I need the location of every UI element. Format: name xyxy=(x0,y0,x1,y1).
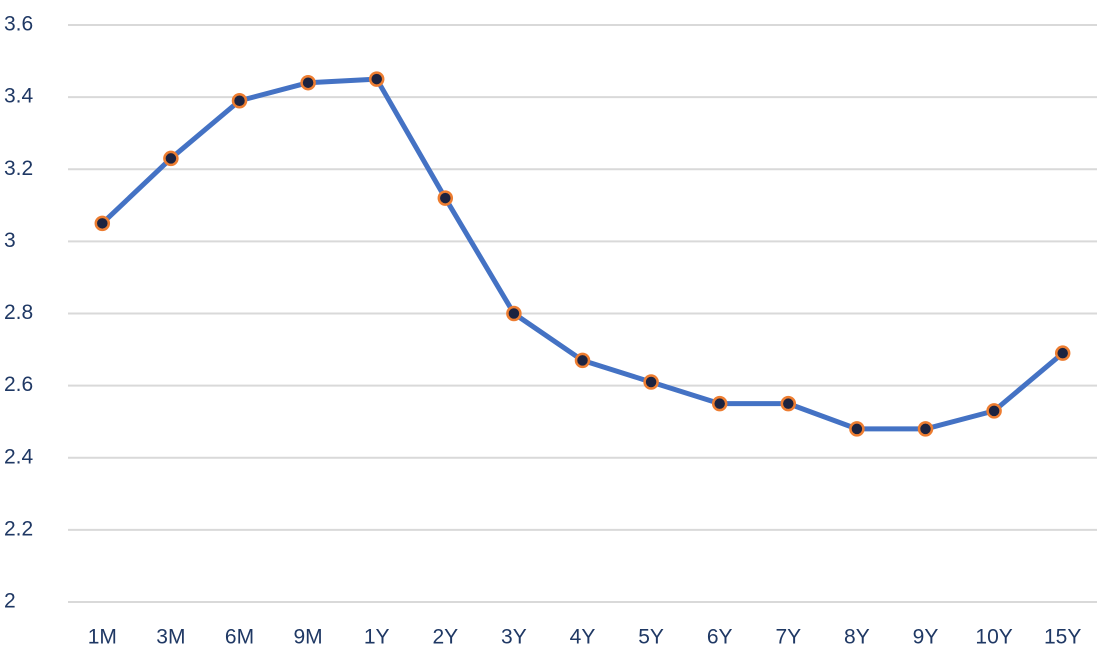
y-tick-label: 2.2 xyxy=(4,517,33,540)
marker xyxy=(643,374,659,390)
y-tick-label: 3.4 xyxy=(4,85,34,108)
marker xyxy=(506,305,522,322)
marker xyxy=(780,395,797,412)
x-tick-label: 1Y xyxy=(364,626,390,649)
x-tick-label: 4Y xyxy=(570,626,596,649)
x-tick-label: 6M xyxy=(225,626,254,649)
y-tick-label: 3.6 xyxy=(4,13,33,36)
marker xyxy=(574,352,591,369)
marker xyxy=(917,421,934,437)
line xyxy=(100,76,1065,432)
marker xyxy=(1054,345,1071,361)
marker xyxy=(231,92,248,109)
marker xyxy=(163,150,179,167)
y-tick-label: 2 xyxy=(4,590,16,613)
x-tick-label: 5Y xyxy=(638,626,664,649)
y-tick-label: 2.4 xyxy=(4,445,34,468)
marker xyxy=(849,421,865,437)
x-tick-label: 1M xyxy=(88,626,117,649)
marker xyxy=(94,215,111,232)
marker xyxy=(711,395,728,412)
y-tick-label: 3 xyxy=(4,229,16,252)
x-tick-label: 9M xyxy=(294,626,323,649)
marker xyxy=(300,74,316,91)
marker xyxy=(437,190,454,206)
x-tick-label: 2Y xyxy=(432,626,458,649)
y-tick-label: 2.8 xyxy=(4,301,33,324)
marker xyxy=(986,403,1002,419)
y-tick-label: 3.2 xyxy=(4,157,33,180)
x-tick-label: 3M xyxy=(156,626,185,649)
x-tick-label: 10Y xyxy=(975,626,1012,649)
x-tick-label: 8Y xyxy=(844,626,870,649)
x-tick-label: 6Y xyxy=(707,626,733,649)
x-tick-label: 3Y xyxy=(501,626,527,649)
marker xyxy=(368,71,385,87)
y-tick-label: 2.6 xyxy=(4,373,33,396)
x-tick-label: 15Y xyxy=(1044,626,1081,649)
x-tick-label: 9Y xyxy=(913,626,939,649)
x-tick-label: 7Y xyxy=(775,626,801,649)
